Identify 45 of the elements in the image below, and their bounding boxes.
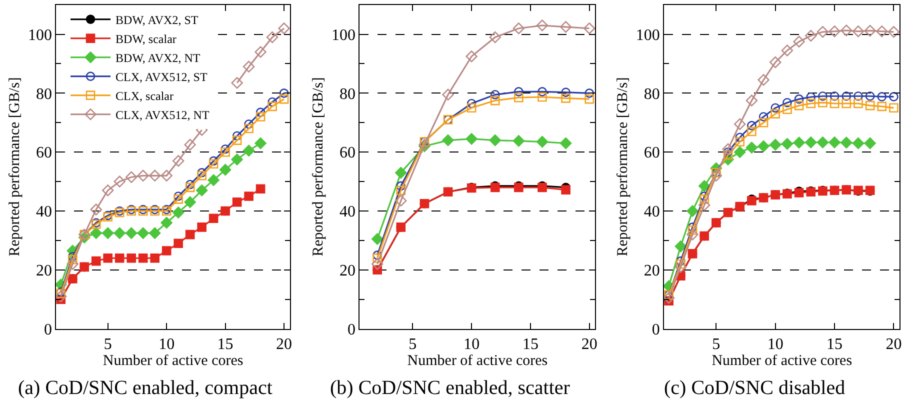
y-tick-label: 20 bbox=[36, 262, 52, 280]
y-tick-label: 20 bbox=[644, 262, 660, 280]
legend-label: CLX, scalar bbox=[116, 88, 174, 103]
x-tick-label: 10 bbox=[158, 336, 175, 354]
x-tick-label: 10 bbox=[464, 336, 480, 354]
x-tick-label: 15 bbox=[826, 336, 843, 354]
y-tick-label: 0 bbox=[44, 321, 52, 338]
y-tick-label: 40 bbox=[339, 204, 356, 221]
legend-label: BDW, AVX2, NT bbox=[116, 50, 201, 65]
y-tick-label: 80 bbox=[36, 86, 52, 103]
x-tick-label: 5 bbox=[712, 336, 720, 354]
y-axis-title: Reported performance [GB/s] bbox=[310, 77, 327, 256]
y-tick-label: 100 bbox=[636, 26, 660, 44]
x-tick-label: 10 bbox=[767, 336, 784, 354]
y-tick-label: 0 bbox=[652, 321, 660, 338]
x-tick-label: 15 bbox=[522, 336, 538, 354]
legend-label: BDW, scalar bbox=[116, 32, 176, 46]
y-tick-label: 100 bbox=[28, 26, 52, 44]
y-tick-label: 20 bbox=[339, 262, 356, 280]
y-tick-label: 0 bbox=[347, 321, 356, 338]
x-tick-label: 15 bbox=[217, 336, 234, 354]
x-tick-label: 20 bbox=[581, 336, 598, 354]
x-tick-label: 5 bbox=[408, 336, 417, 354]
text: (a) CoD/SNC enabled, compact bbox=[18, 377, 273, 399]
x-tick-label: 20 bbox=[886, 336, 902, 354]
legend-label: CLX, AVX512, NT bbox=[116, 108, 210, 122]
text: (b) CoD/SNC enabled, scatter bbox=[330, 377, 570, 399]
y-tick-label: 100 bbox=[331, 26, 356, 44]
y-axis-title: Reported performance [GB/s] bbox=[615, 77, 632, 256]
y-tick-label: 60 bbox=[36, 144, 52, 162]
x-tick-label: 20 bbox=[276, 336, 292, 354]
y-tick-label: 80 bbox=[644, 86, 660, 103]
legend-label: BDW, AVX2, ST bbox=[116, 12, 199, 27]
y-tick-label: 80 bbox=[339, 86, 356, 103]
x-tick-label: 5 bbox=[104, 336, 112, 354]
text: (c) CoD/SNC disabled bbox=[664, 377, 846, 399]
legend-label: CLX, AVX512, ST bbox=[116, 70, 208, 84]
x-axis-title: Number of active cores bbox=[712, 353, 852, 370]
x-axis-title: Number of active cores bbox=[407, 353, 548, 370]
x-axis-title: Number of active cores bbox=[102, 353, 244, 370]
y-tick-label: 60 bbox=[644, 144, 660, 162]
y-axis-title: Reported performance [GB/s] bbox=[7, 77, 24, 256]
y-tick-label: 40 bbox=[36, 204, 52, 221]
y-tick-label: 40 bbox=[644, 204, 660, 221]
y-tick-label: 60 bbox=[339, 144, 356, 162]
